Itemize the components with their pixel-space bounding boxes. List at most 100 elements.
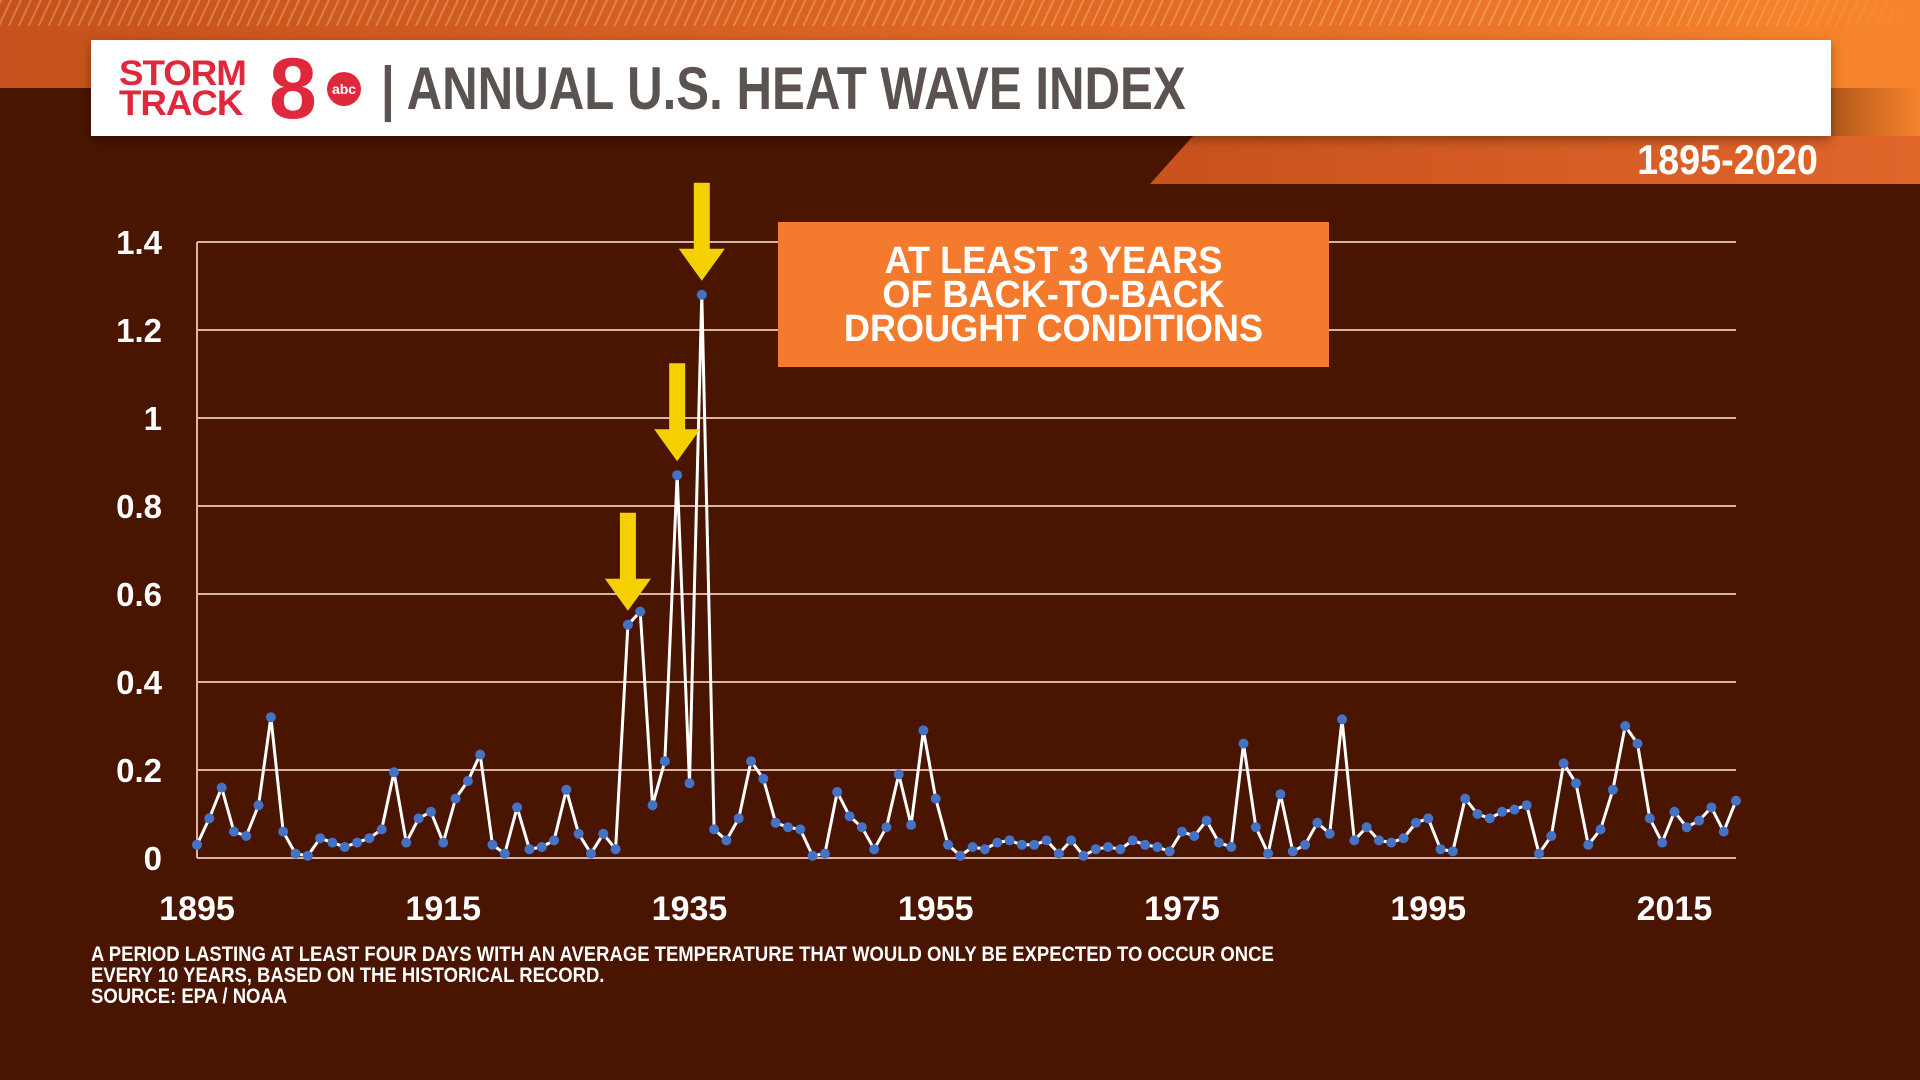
data-point — [413, 813, 424, 824]
data-point — [1632, 738, 1643, 749]
title-text: ANNUAL U.S. HEAT WAVE INDEX — [406, 55, 1186, 122]
data-point — [265, 712, 276, 723]
data-point — [1472, 809, 1483, 819]
data-point — [450, 793, 461, 804]
data-point — [610, 844, 621, 855]
data-point — [1706, 802, 1717, 813]
data-point — [573, 828, 584, 839]
data-point — [893, 769, 904, 780]
data-point — [1398, 833, 1409, 844]
data-point — [1657, 837, 1668, 848]
y-tick-label: 1 — [144, 400, 162, 437]
data-point — [1484, 813, 1495, 824]
x-tick-label: 1915 — [405, 890, 481, 928]
data-point — [1718, 826, 1729, 837]
data-point — [315, 833, 326, 844]
data-point — [339, 842, 350, 852]
data-point — [364, 833, 375, 844]
drought-callout: AT LEAST 3 YEARS OF BACK-TO-BACK DROUGHT… — [778, 222, 1329, 367]
data-point — [216, 782, 227, 793]
data-point — [1410, 817, 1421, 828]
data-point — [1140, 839, 1151, 850]
x-tick-label: 1895 — [159, 890, 235, 928]
data-point — [1189, 831, 1200, 841]
x-tick-label: 1995 — [1390, 890, 1466, 928]
data-point — [561, 784, 572, 795]
data-point — [512, 802, 523, 813]
data-point — [204, 813, 215, 824]
data-point — [1583, 839, 1594, 850]
data-point — [1324, 828, 1335, 839]
data-point — [782, 822, 793, 833]
data-point — [1300, 839, 1311, 850]
data-point — [906, 820, 917, 830]
data-point — [1078, 850, 1089, 861]
data-point — [1669, 806, 1680, 817]
data-point — [979, 844, 990, 855]
logo-track: TRACK — [119, 84, 243, 123]
data-point — [487, 839, 498, 850]
data-point — [992, 837, 1003, 848]
y-tick-label: 0.8 — [116, 488, 162, 525]
data-point — [1176, 826, 1187, 837]
logo-storm: STORM — [119, 54, 247, 93]
data-point — [1386, 837, 1397, 848]
y-tick-label: 0.2 — [116, 752, 162, 789]
data-point — [1423, 813, 1434, 824]
data-point — [1694, 815, 1705, 826]
data-point — [302, 850, 313, 861]
data-point — [684, 778, 695, 789]
data-point — [388, 767, 399, 778]
data-point — [1004, 835, 1015, 846]
data-point — [881, 822, 892, 833]
footnote-line: EVERY 10 YEARS, BASED ON THE HISTORICAL … — [91, 964, 605, 987]
x-tick-label: 1955 — [898, 890, 974, 928]
data-point — [524, 844, 535, 855]
data-point — [549, 835, 560, 846]
data-point — [1497, 806, 1508, 817]
data-point — [1349, 835, 1360, 846]
data-point — [1275, 789, 1286, 800]
data-point — [930, 793, 941, 804]
data-point — [1435, 844, 1446, 855]
data-point — [1250, 822, 1261, 833]
data-point — [499, 848, 510, 859]
data-point — [352, 837, 363, 848]
data-point — [1620, 721, 1631, 731]
data-point — [598, 828, 609, 839]
data-point — [1558, 758, 1569, 769]
x-tick-label: 1975 — [1144, 890, 1220, 928]
data-point — [278, 826, 289, 837]
data-point — [1570, 778, 1581, 789]
data-point — [955, 850, 966, 861]
data-point — [1016, 839, 1027, 850]
data-point — [1287, 846, 1298, 857]
data-point — [967, 842, 978, 852]
data-point — [253, 800, 264, 811]
data-point — [1337, 714, 1348, 725]
data-point — [290, 848, 301, 859]
data-point — [1029, 839, 1040, 850]
data-point — [1103, 842, 1114, 852]
data-point — [1509, 804, 1520, 815]
data-point — [622, 619, 633, 630]
data-point — [721, 835, 732, 846]
hatch-pattern — [0, 0, 1920, 26]
y-tick-label: 0 — [144, 840, 162, 877]
title-separator: | — [381, 55, 395, 122]
data-point — [376, 824, 387, 835]
data-point — [1681, 822, 1692, 833]
series-line — [195, 293, 1738, 858]
data-point — [327, 837, 338, 848]
data-point — [844, 811, 855, 822]
data-point — [475, 749, 486, 760]
x-tick-label: 2015 — [1637, 890, 1713, 928]
data-point — [1447, 846, 1458, 857]
data-point — [1041, 835, 1052, 846]
data-point — [1201, 815, 1212, 826]
data-point — [943, 839, 954, 850]
data-point — [819, 848, 830, 859]
callout-line: OF BACK-TO-BACK — [882, 273, 1225, 316]
data-point — [709, 824, 720, 835]
data-point — [228, 826, 239, 837]
